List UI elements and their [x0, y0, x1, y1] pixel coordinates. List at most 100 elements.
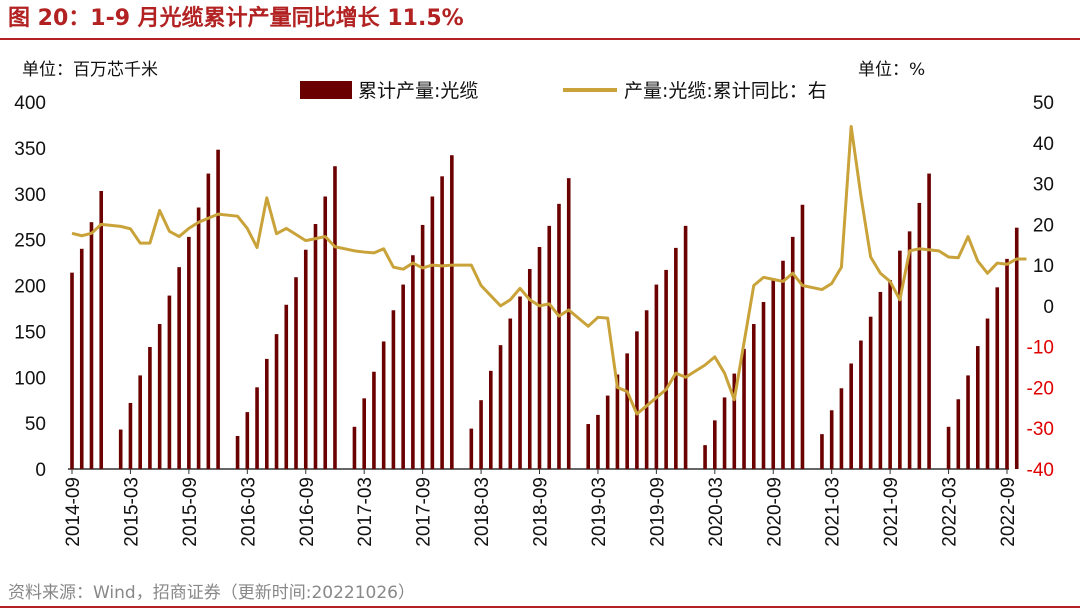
x-tick-2020-03: 2020-03	[706, 477, 727, 547]
bar-2015-12	[216, 149, 220, 469]
bar-2017-04	[372, 371, 376, 469]
left-tick-400: 400	[14, 93, 46, 114]
bar-2016-07	[284, 304, 289, 469]
bar-2020-09	[771, 279, 776, 469]
left-tick-200: 200	[14, 277, 46, 298]
bar-2018-07	[518, 296, 522, 469]
bar-2021-02	[820, 434, 824, 469]
bar-2015-05	[148, 346, 152, 469]
left-tick-100: 100	[14, 368, 46, 389]
bar-2018-12	[566, 178, 571, 469]
bar-2016-09	[303, 249, 308, 469]
bar-2016-06	[274, 334, 279, 469]
bar-2022-07	[985, 318, 990, 469]
bar-2020-10	[781, 260, 785, 469]
left-axis-unit: 单位：百万芯千米	[22, 60, 158, 80]
right-tick-0: 0	[1043, 297, 1054, 318]
tick-labels: 0 50 100 150 200 250 300 350 400 -40 -30 -20 -10 0 10 2…	[14, 93, 1054, 547]
bar-2017-02	[352, 426, 357, 469]
bar-2020-07	[751, 324, 756, 469]
bar-2019-05	[615, 374, 620, 469]
bar-2015-04	[138, 375, 142, 469]
legend: 累计产量:光缆 产量:光缆:累计同比：右	[300, 80, 827, 102]
bar-2016-10	[313, 224, 318, 469]
bar-2021-09	[888, 280, 892, 469]
line-series	[71, 124, 1027, 416]
bar-2016-05	[264, 358, 269, 469]
bar-2019-03	[596, 414, 600, 469]
bar-2022-04	[956, 399, 961, 469]
left-tick-50: 50	[25, 414, 46, 435]
bar-2018-09	[537, 246, 542, 469]
bar-2019-06	[625, 353, 629, 469]
bar-2014-10	[79, 248, 84, 469]
bar-2017-05	[381, 341, 386, 469]
x-tick-2015-03: 2015-03	[121, 477, 142, 547]
bar-2020-08	[761, 302, 766, 469]
left-tick-300: 300	[14, 185, 46, 206]
bar-2019-09	[654, 284, 659, 469]
bar-2020-02	[703, 445, 707, 469]
x-tick-2019-09: 2019-09	[647, 477, 668, 547]
bar-2018-05	[498, 345, 503, 469]
bar-2018-04	[489, 370, 493, 469]
bar-2017-03	[362, 398, 366, 469]
bar-2017-12	[450, 155, 454, 469]
bar-2018-02	[469, 428, 474, 469]
bar-2022-01	[927, 173, 931, 469]
bar-2019-12	[683, 225, 688, 469]
bar-2018-06	[508, 318, 513, 469]
bar-2019-04	[605, 395, 610, 469]
bar-2015-11	[206, 173, 211, 469]
footer-divider	[0, 606, 1080, 608]
right-tick--40: -40	[1027, 460, 1054, 481]
legend-line-label: 产量:光缆:累计同比：右	[624, 80, 827, 102]
bar-2017-10	[430, 196, 435, 469]
bar-2022-09	[1005, 258, 1009, 469]
bar-2020-12	[800, 204, 805, 469]
bar-2021-04	[839, 388, 844, 469]
x-tick-2017-09: 2017-09	[414, 477, 435, 547]
bar-2017-07	[401, 284, 405, 469]
bar-2022-03	[946, 426, 951, 469]
legend-bar-swatch	[300, 81, 352, 99]
bar-2015-06	[157, 324, 162, 469]
bar-2018-11	[557, 203, 561, 469]
right-tick--20: -20	[1027, 378, 1054, 399]
x-tick-2021-09: 2021-09	[881, 477, 902, 547]
bar-2016-02	[235, 435, 240, 469]
bar-2016-04	[255, 387, 259, 469]
bar-2015-09	[187, 236, 191, 469]
right-axis-unit: 单位：%	[858, 60, 926, 80]
bar-2022-08	[995, 287, 1000, 469]
right-tick-20: 20	[1033, 215, 1054, 236]
x-tick-2019-03: 2019-03	[589, 477, 610, 547]
bar-2018-10	[547, 225, 552, 469]
bar-2015-10	[196, 207, 201, 469]
bar-2015-08	[177, 267, 181, 469]
yoy-line	[71, 124, 1027, 416]
bar-2015-03	[128, 402, 133, 469]
title-divider	[0, 38, 1080, 40]
bar-2021-05	[849, 363, 853, 469]
x-tick-2021-03: 2021-03	[823, 477, 844, 547]
bar-2016-03	[245, 412, 250, 469]
left-tick-150: 150	[14, 322, 46, 343]
bar-2019-10	[664, 269, 668, 469]
bar-2020-11	[790, 236, 795, 469]
bar-2021-08	[878, 291, 883, 469]
bar-2019-02	[586, 424, 590, 469]
bar-2022-05	[966, 375, 970, 469]
right-tick--10: -10	[1027, 338, 1054, 359]
x-tick-2017-03: 2017-03	[355, 477, 376, 547]
bar-2018-03	[479, 400, 483, 469]
chart-title: 图 20：1-9 月光缆累计产量同比增长 11.5%	[8, 6, 464, 31]
right-tick-30: 30	[1033, 175, 1054, 196]
bar-2022-06	[975, 346, 980, 469]
bar-2016-08	[294, 277, 298, 469]
bar-2018-08	[527, 268, 532, 469]
bar-2019-11	[674, 247, 678, 469]
bar-2020-05	[732, 373, 737, 469]
x-tick-2016-03: 2016-03	[238, 477, 259, 547]
